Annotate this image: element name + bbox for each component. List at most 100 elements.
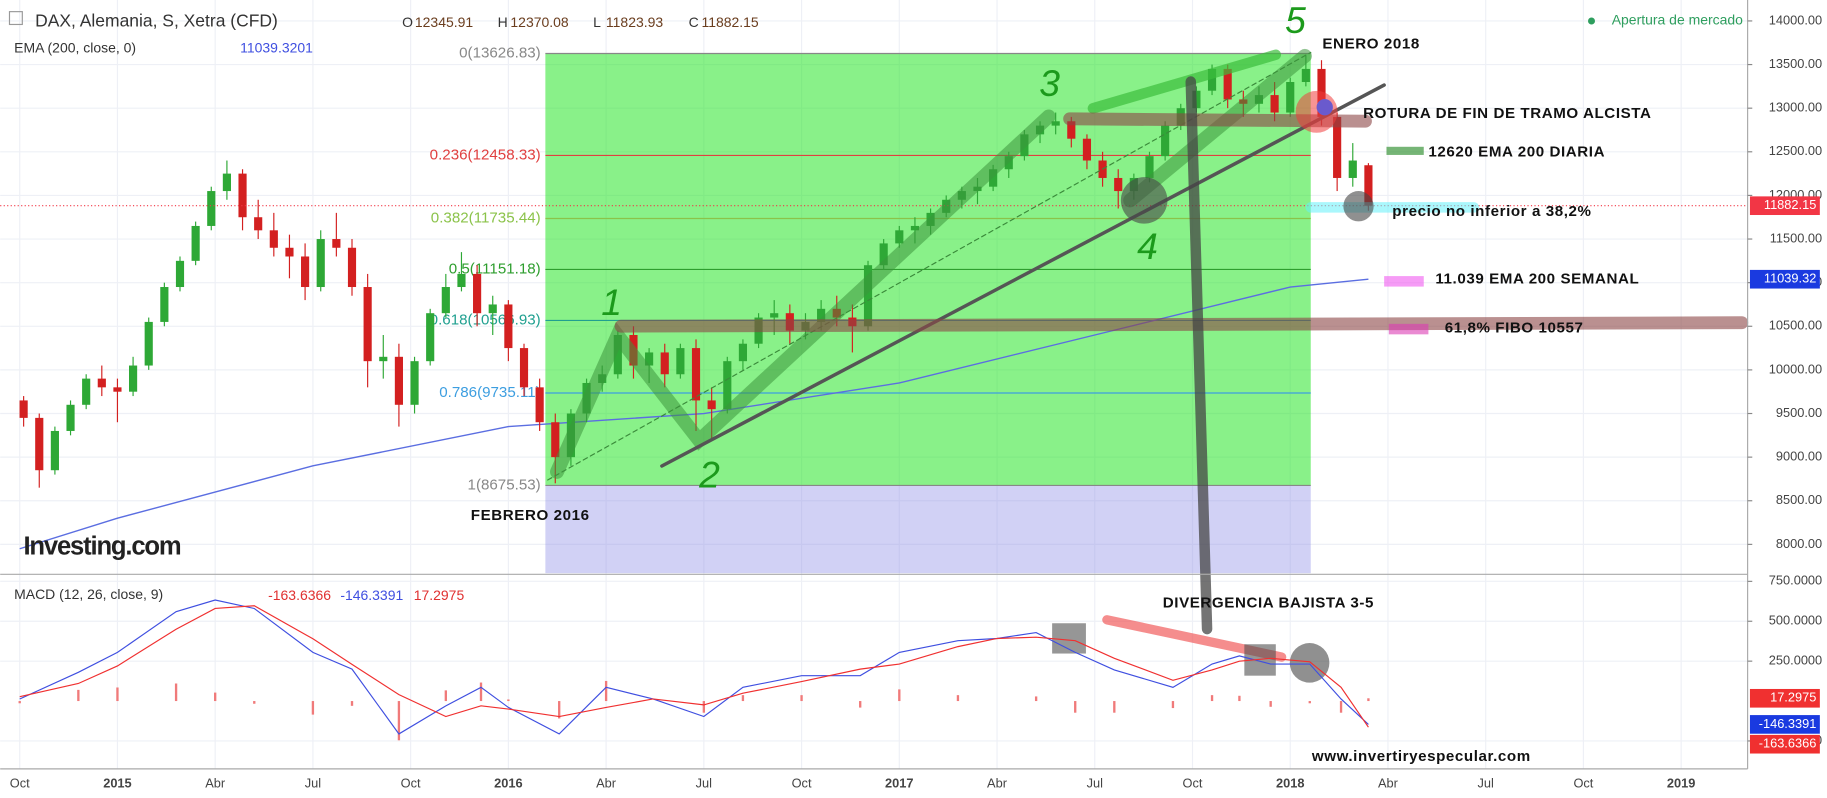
candle-body [1051, 121, 1060, 126]
y-tick-label: 8000.00 [1776, 536, 1822, 551]
candle-body [301, 256, 310, 288]
macd-legend-value: 17.2975 [414, 587, 465, 603]
x-tick-label: 2019 [1667, 775, 1695, 790]
candle-body [191, 225, 200, 261]
macd-histogram-bar [1113, 701, 1116, 713]
x-tick-label: Abr [596, 775, 617, 790]
wave-number: 1 [601, 281, 622, 323]
candle-body [1348, 160, 1357, 178]
candle-body [113, 387, 122, 392]
candle-body [160, 287, 169, 322]
candle-body [269, 230, 278, 248]
candle-body [1082, 138, 1092, 161]
candle-body [82, 378, 91, 405]
x-tick-label: Abr [1378, 775, 1399, 790]
macd-histogram-bar [558, 701, 561, 719]
candle-body [441, 287, 450, 314]
annotation: DIVERGENCIA BAJISTA 3-5 [1163, 594, 1374, 611]
marker-circle [1289, 643, 1330, 683]
candle-body [457, 273, 466, 288]
marker-circle [1120, 177, 1168, 224]
macd [18, 599, 1370, 741]
candle-body [238, 173, 247, 218]
y-tick-label: 13000.00 [1769, 100, 1822, 115]
fib-label: 1(8675.53) [468, 476, 541, 493]
macd-histogram-bar [1034, 696, 1038, 702]
x-tick-label: Abr [987, 775, 1008, 790]
candle-body [129, 365, 138, 392]
macd-histogram-bar [604, 680, 608, 702]
legend: DAX, Alemania, S, Xetra (CFD) O 12345.91 H… [8, 11, 1743, 603]
price-tag [1749, 734, 1820, 754]
candle-body [410, 361, 419, 405]
candle-body [1207, 68, 1217, 91]
fib-label: 0.786(9735.11) [439, 384, 540, 401]
macd-legend-value: -146.3391 [340, 587, 403, 603]
candle-body [1286, 82, 1295, 113]
candle-body [1067, 121, 1076, 139]
macd-histogram-bar [350, 701, 354, 706]
macd-line [19, 599, 1369, 735]
candle-body [426, 313, 435, 362]
marker-square [1052, 623, 1086, 654]
candle-body [379, 356, 388, 362]
y-tick-label: 8500.00 [1776, 492, 1822, 507]
candle-body [285, 247, 294, 257]
marker-dot [1316, 99, 1333, 116]
x-tick-label: Abr [205, 775, 226, 790]
macd-histogram-bar [1339, 701, 1343, 713]
candle-body [707, 400, 716, 410]
candle-body [363, 287, 372, 362]
annotation: 11.039 EMA 200 SEMANAL [1435, 271, 1639, 288]
candle-body [863, 265, 873, 327]
candle-body [989, 169, 998, 187]
ohlc-value: 12345.91 [415, 14, 473, 30]
wave-line [1087, 49, 1282, 114]
candle-body [394, 356, 403, 405]
collapse-icon[interactable] [8, 11, 23, 26]
y-tick-label: 500.0000 [1769, 613, 1822, 628]
site-url: www.invertiryespecular.com [1311, 748, 1531, 765]
fib-extension-zone [545, 485, 1311, 574]
wave-number: 3 [1039, 62, 1060, 104]
candle-body [613, 334, 622, 375]
macd-histogram-bar [1238, 695, 1241, 702]
candle-body [519, 348, 529, 388]
candle-body [535, 387, 544, 423]
candle-body [1223, 68, 1232, 100]
macd-histogram-bar [1269, 701, 1272, 707]
annotation: 61,8% FIBO 10557 [1445, 320, 1584, 337]
ema-legend: EMA (200, close, 0) [14, 40, 136, 56]
annotation: ROTURA DE FIN DE TRAMO ALCISTA [1363, 105, 1651, 122]
trend-line [660, 83, 1386, 468]
candle-body [254, 217, 263, 231]
macd-histogram-bar [741, 695, 745, 702]
market-status: Apertura de mercado [1612, 12, 1743, 28]
macd-histogram-bar [1074, 701, 1077, 713]
y-tick-label: 12500.00 [1769, 143, 1822, 158]
status-dot [1588, 17, 1596, 25]
x-tick-label: Jul [1478, 775, 1494, 790]
candle-body [222, 173, 231, 192]
candle-body [332, 239, 341, 248]
ohlc-label: C [689, 14, 699, 30]
macd-histogram-bar [253, 701, 256, 704]
price-tag [1749, 715, 1820, 734]
price-tag [1749, 688, 1820, 708]
macd-line [19, 605, 1369, 728]
x-tick-label: 2018 [1276, 775, 1304, 790]
candle-body [207, 191, 216, 226]
wave-number: 4 [1137, 225, 1158, 267]
candle-body [1270, 95, 1279, 113]
x-tick-label: 2015 [103, 775, 131, 790]
price-tag-label: -146.3391 [1759, 716, 1817, 731]
legend-swatch [1386, 146, 1424, 155]
price-tag-label: 11882.15 [1764, 197, 1816, 212]
macd-histogram-bar [507, 699, 510, 702]
macd-histogram-bar [898, 689, 901, 702]
symbol-title: DAX, Alemania, S, Xetra (CFD) [35, 11, 278, 31]
candle-body [504, 304, 513, 349]
candle-body [645, 352, 654, 366]
x-tick-label: Jul [696, 775, 712, 790]
watermark: Investing.com [23, 532, 180, 560]
